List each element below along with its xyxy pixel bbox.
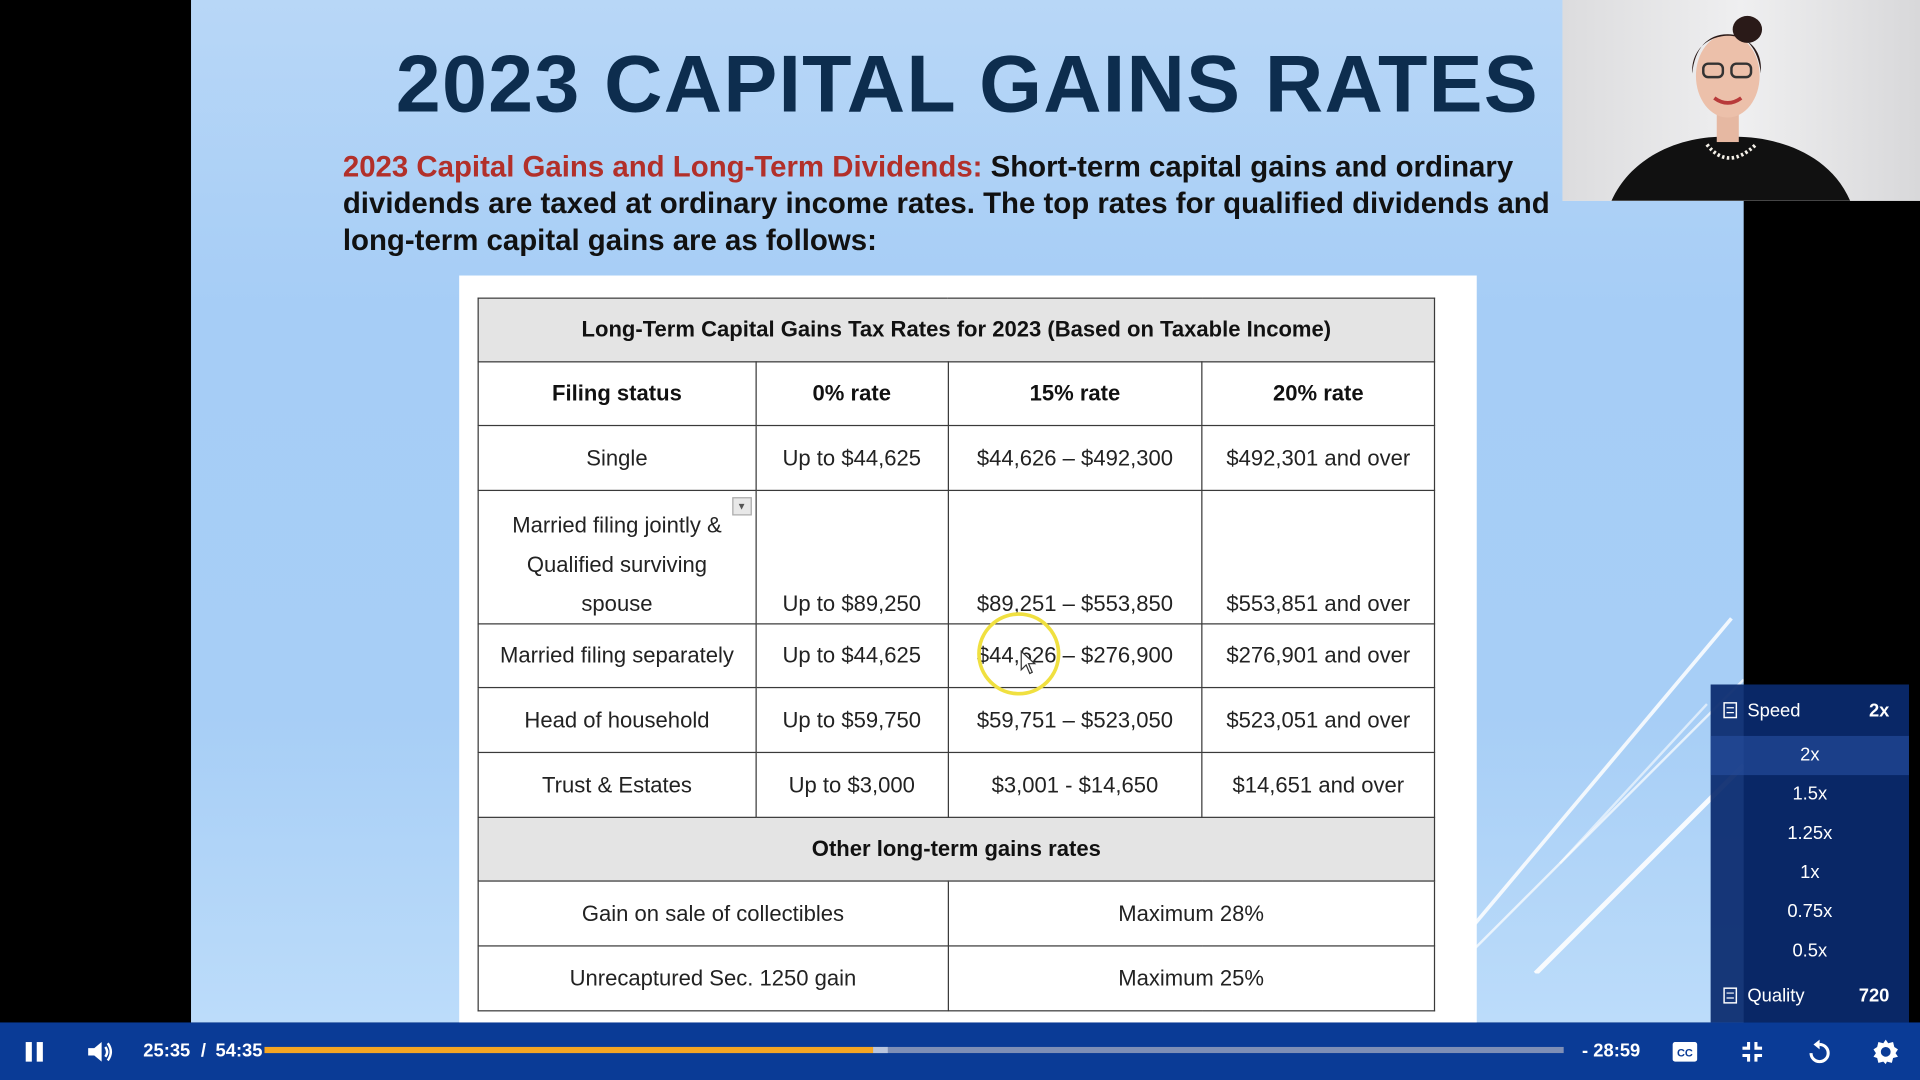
svg-text:CC: CC	[1677, 1047, 1693, 1059]
cell-20-rate: $523,051 and over	[1201, 686, 1436, 754]
table-row: Single Up to $44,625 $44,626 – $492,300 …	[477, 424, 1436, 492]
header-0-rate: 0% rate	[755, 361, 949, 427]
cell-0-rate: Up to $44,625	[755, 424, 949, 492]
cell-20-rate: $492,301 and over	[1201, 424, 1436, 492]
settings-menu: Speed 2x 2x 1.5x 1.25x 1x 0.75x 0.5x Qua…	[1710, 684, 1909, 1023]
header-20-rate: 20% rate	[1201, 361, 1436, 427]
cell-0-rate: Up to $89,250	[755, 489, 949, 625]
progress-played	[264, 1046, 874, 1054]
intro-accent: 2023 Capital Gains and Long-Term Dividen…	[342, 150, 983, 184]
cell-20-rate: $14,651 and over	[1201, 751, 1436, 818]
speed-option-1x[interactable]: 1x	[1800, 862, 1820, 883]
table-caption: Long-Term Capital Gains Tax Rates for 20…	[477, 297, 1436, 363]
speed-menu-header[interactable]: Speed 2x	[1711, 691, 1909, 730]
speed-option-1-5x[interactable]: 1.5x	[1792, 783, 1828, 805]
intro-line-1: Short-term capital gains and ordinary	[990, 150, 1514, 184]
cell-15-rate: $3,001 - $14,650	[947, 751, 1203, 818]
slide-title: 2023 CAPITAL GAINS RATES	[395, 37, 1539, 129]
intro-line-2: dividends are taxed at ordinary income r…	[342, 187, 1550, 221]
cell-20-rate: $553,851 and over	[1201, 489, 1436, 625]
cell-status: Head of household	[477, 686, 757, 754]
cell-status: Single	[477, 424, 757, 492]
quality-icon	[1723, 987, 1738, 1004]
cursor-highlight	[977, 612, 1061, 696]
slide: 2023 CAPITAL GAINS RATES 2023 Capital Ga…	[191, 0, 1744, 1023]
replay-icon[interactable]	[1800, 1022, 1839, 1080]
speed-label: Speed	[1747, 699, 1801, 721]
current-time: 25:35	[143, 1040, 191, 1062]
quality-label: Quality	[1747, 985, 1805, 1006]
other-value: Maximum 28%	[947, 880, 1436, 947]
table-row: Gain on sale of collectibles Maximum 28%	[477, 880, 1436, 947]
gear-icon[interactable]	[1866, 1022, 1905, 1080]
other-label: Unrecaptured Sec. 1250 gain	[477, 945, 949, 1012]
status-line-2: Qualified surviving	[526, 552, 707, 577]
other-gains-header: Other long-term gains rates	[477, 816, 1436, 882]
cell-0-rate: Up to $44,625	[755, 623, 949, 689]
remaining-time: - 28:59	[1582, 1040, 1641, 1062]
speed-option-2x[interactable]: 2x	[1710, 735, 1909, 776]
table-row: Head of household Up to $59,750 $59,751 …	[477, 686, 1436, 754]
slide-intro: 2023 Capital Gains and Long-Term Dividen…	[343, 149, 1739, 259]
cell-15-rate: $44,626 – $492,300	[947, 424, 1203, 492]
progress-buffered	[873, 1046, 889, 1054]
status-line-3: spouse	[581, 591, 653, 616]
cell-status: Married filing separately	[477, 623, 757, 689]
cell-0-rate: Up to $59,750	[755, 686, 949, 754]
quality-value: 720	[1858, 985, 1890, 1006]
speed-icon	[1723, 702, 1738, 719]
time-separator: /	[200, 1040, 206, 1062]
cell-0-rate: Up to $3,000	[755, 751, 949, 818]
speed-option-1-25x[interactable]: 1.25x	[1787, 822, 1833, 844]
decorative-lines	[1448, 617, 1744, 974]
other-label: Gain on sale of collectibles	[477, 880, 949, 947]
speed-option-0-75x[interactable]: 0.75x	[1787, 901, 1833, 923]
table-row: Married filing separately Up to $44,625 …	[477, 623, 1436, 689]
intro-line-3: long-term capital gains are as follows:	[342, 224, 877, 258]
pause-icon[interactable]	[15, 1022, 54, 1080]
table-row: Trust & Estates Up to $3,000 $3,001 - $1…	[477, 751, 1436, 818]
duration: 54:35	[215, 1040, 263, 1062]
dropdown-arrow-icon[interactable]: ▼	[731, 497, 752, 516]
mouse-cursor-icon	[1020, 650, 1037, 675]
speed-option-0-5x[interactable]: 0.5x	[1792, 940, 1828, 962]
header-filing-status: Filing status	[477, 361, 757, 427]
cc-icon[interactable]: CC	[1665, 1022, 1704, 1080]
cell-15-rate: $89,251 – $553,850	[947, 489, 1203, 625]
volume-icon[interactable]	[81, 1022, 120, 1080]
quality-menu-header[interactable]: Quality 720	[1711, 976, 1909, 1015]
cell-status: Trust & Estates	[477, 751, 757, 818]
progress-bar[interactable]	[264, 1046, 1564, 1054]
status-line-1: Married filing jointly &	[512, 513, 722, 538]
table-row: Unrecaptured Sec. 1250 gain Maximum 25%	[477, 945, 1436, 1012]
capital-gains-table: Long-Term Capital Gains Tax Rates for 20…	[477, 297, 1436, 1012]
cell-15-rate: $59,751 – $523,050	[947, 686, 1203, 754]
speed-value: 2x	[1868, 699, 1890, 721]
presenter-video	[1562, 0, 1920, 201]
table-sheet: Long-Term Capital Gains Tax Rates for 20…	[459, 275, 1477, 1023]
other-value: Maximum 25%	[947, 945, 1436, 1012]
cell-status: ▼ Married filing jointly & Qualified sur…	[477, 489, 757, 625]
webcam-overlay	[1562, 0, 1920, 201]
header-15-rate: 15% rate	[947, 361, 1203, 427]
table-row: ▼ Married filing jointly & Qualified sur…	[477, 489, 1436, 625]
cell-20-rate: $276,901 and over	[1201, 623, 1436, 689]
exit-fullscreen-icon[interactable]	[1733, 1022, 1772, 1080]
